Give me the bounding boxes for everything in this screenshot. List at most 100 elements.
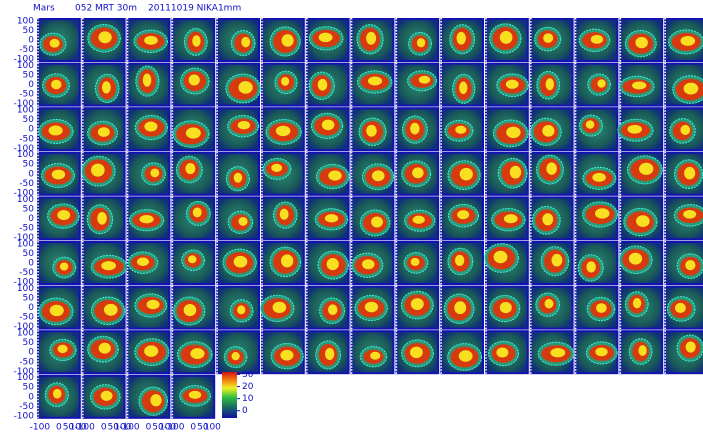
panel — [261, 196, 305, 241]
y-tick-label: 50 — [23, 115, 35, 125]
panel — [664, 196, 703, 241]
blob-peak — [632, 297, 642, 309]
panel — [395, 107, 440, 152]
panel — [440, 196, 484, 241]
x-tick-label: -100 — [74, 422, 95, 432]
panel — [440, 107, 484, 152]
blob-peak — [150, 394, 162, 407]
blob-peak — [371, 216, 383, 228]
blob-peak — [238, 216, 248, 226]
panel — [261, 18, 305, 62]
panel — [574, 18, 619, 62]
blob-peak — [459, 81, 468, 95]
panel — [126, 151, 171, 196]
blob-peak — [685, 260, 696, 271]
panel — [305, 330, 350, 375]
blob-peak — [457, 210, 470, 220]
panel — [440, 285, 484, 330]
panel — [81, 285, 126, 330]
panel — [395, 151, 440, 196]
y-tick-label: 0 — [28, 392, 34, 402]
blob-peak — [188, 255, 197, 264]
x-tick-label: 50 — [63, 422, 75, 432]
panel — [664, 107, 703, 152]
y-tick-label: -50 — [19, 223, 34, 233]
panel — [305, 196, 350, 241]
axes: 100500-50-100100500-50-100100500-50-1001… — [14, 16, 254, 432]
x-tick-label: 0 — [101, 422, 107, 432]
panel — [216, 18, 260, 62]
y-tick-label: 50 — [23, 71, 35, 81]
blob-peak — [317, 78, 328, 91]
panel — [440, 241, 484, 285]
blob-peak — [233, 172, 243, 183]
panel — [126, 62, 171, 107]
blob-peak — [410, 257, 420, 266]
panel — [529, 62, 574, 107]
blob-peak — [509, 165, 522, 179]
blob-peak — [231, 352, 240, 361]
blob-peak — [592, 172, 606, 182]
panel — [618, 241, 664, 285]
blob-peak — [57, 344, 68, 354]
y-tick-label: -100 — [14, 411, 35, 421]
panel — [171, 62, 216, 107]
panel — [485, 330, 529, 375]
blob-peak — [459, 167, 473, 181]
panel — [81, 62, 126, 107]
y-tick-label: 100 — [17, 373, 34, 383]
y-tick-label: -100 — [14, 188, 35, 198]
blob-peak — [101, 81, 111, 94]
y-tick-label: 50 — [23, 338, 35, 348]
blob-peak — [51, 79, 62, 90]
blob-peak — [188, 390, 202, 399]
panel — [484, 241, 529, 285]
blob-peak — [103, 303, 118, 316]
x-tick-label: -100 — [119, 422, 140, 432]
panel — [440, 151, 484, 196]
panel — [81, 151, 126, 196]
blob-peak — [595, 347, 608, 357]
panel — [171, 330, 216, 375]
blob-peak — [324, 214, 339, 223]
blob-peak — [139, 215, 154, 224]
blob-peak — [638, 345, 647, 356]
blob-peak — [280, 349, 294, 361]
panel — [305, 151, 350, 196]
blob-peak — [590, 34, 604, 44]
blob-peak — [544, 298, 554, 309]
blob-peak — [412, 215, 425, 224]
panel — [171, 107, 216, 152]
y-tick-label: 100 — [17, 16, 34, 26]
y-tick-label: -50 — [19, 268, 34, 278]
panel — [395, 18, 440, 62]
title-date: 20111019 NIKA1mm — [148, 4, 241, 14]
panel — [305, 241, 350, 285]
panel — [126, 18, 171, 62]
blob-peak — [364, 301, 379, 313]
blob-peak — [542, 124, 555, 137]
y-tick-label: 100 — [17, 239, 34, 249]
panel — [126, 107, 171, 152]
panel — [619, 196, 664, 241]
blob-peak — [91, 163, 105, 177]
y-tick-label: 0 — [28, 80, 34, 90]
panel — [485, 151, 529, 196]
blob-peak — [49, 38, 60, 48]
y-tick-label: 50 — [23, 249, 35, 259]
blob-peak — [185, 162, 196, 175]
panel — [259, 285, 305, 330]
panel — [485, 18, 529, 62]
panel — [619, 330, 664, 375]
y-tick-label: -50 — [19, 179, 34, 189]
blob-peak — [586, 261, 596, 273]
y-tick-label: -50 — [19, 313, 34, 323]
panel — [574, 62, 619, 107]
blob-peak — [628, 252, 643, 265]
panel — [619, 151, 664, 196]
blob-peak — [327, 304, 338, 316]
blob-peak — [241, 36, 251, 48]
blob-peak — [370, 351, 381, 360]
blob-peak — [57, 210, 71, 221]
panel — [81, 107, 126, 152]
